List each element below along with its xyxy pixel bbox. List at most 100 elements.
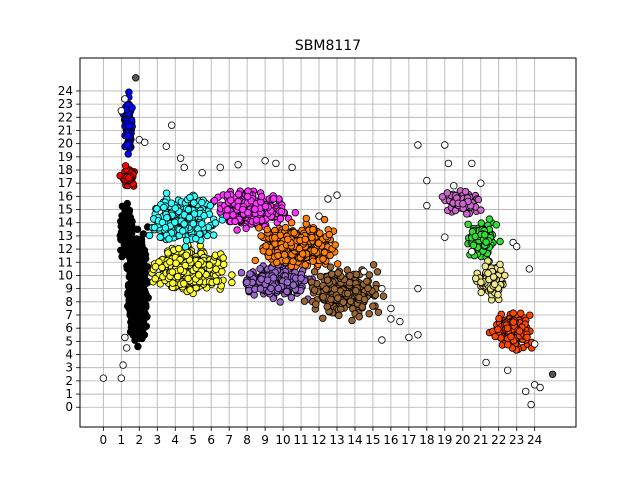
data-point <box>273 258 281 267</box>
data-point <box>271 234 279 242</box>
x-tick-label: 3 <box>153 433 161 447</box>
data-point <box>328 270 336 278</box>
data-point <box>301 261 309 269</box>
data-point <box>536 383 544 392</box>
data-point <box>269 195 278 203</box>
data-point <box>169 279 177 287</box>
data-point <box>180 279 188 288</box>
data-point <box>355 313 363 321</box>
data-point <box>246 270 254 278</box>
x-tick-label: 8 <box>243 433 251 447</box>
data-point <box>477 206 485 214</box>
y-tick-label: 16 <box>58 189 73 203</box>
data-point <box>194 260 203 269</box>
data-point <box>137 249 145 257</box>
data-point <box>423 176 431 185</box>
data-point <box>290 228 298 237</box>
data-point <box>161 224 170 232</box>
data-point <box>481 231 489 239</box>
data-point <box>176 266 185 274</box>
data-point <box>289 257 297 266</box>
data-point <box>319 314 327 322</box>
data-point <box>494 325 502 334</box>
data-point <box>145 231 154 240</box>
data-point <box>291 208 299 217</box>
data-point <box>319 293 327 301</box>
data-point <box>261 202 270 211</box>
data-point <box>414 284 422 293</box>
data-point <box>243 192 252 201</box>
data-point <box>477 219 485 227</box>
x-tick-label: 20 <box>455 433 470 447</box>
data-point <box>378 336 386 344</box>
data-point <box>463 210 471 218</box>
data-point <box>283 278 292 286</box>
data-point <box>464 220 472 228</box>
data-points <box>99 74 557 409</box>
data-point <box>130 289 138 298</box>
data-point <box>327 295 335 304</box>
data-point <box>132 334 140 342</box>
y-tick-label: 17 <box>58 176 73 190</box>
y-tick-label: 21 <box>58 123 73 137</box>
data-point <box>504 341 512 349</box>
y-tick-label: 15 <box>58 203 73 217</box>
data-point <box>312 300 320 308</box>
data-point <box>272 159 280 168</box>
data-point <box>358 303 366 311</box>
data-point <box>174 244 183 253</box>
data-point <box>127 234 136 243</box>
data-point <box>309 257 317 265</box>
data-point <box>283 287 291 296</box>
data-point <box>360 267 368 276</box>
data-point <box>263 225 271 234</box>
data-point <box>251 256 259 265</box>
data-point <box>276 298 284 306</box>
data-point <box>173 272 182 281</box>
data-point <box>494 291 502 299</box>
data-point <box>369 302 377 310</box>
x-tick-label: 6 <box>207 433 215 447</box>
data-point <box>267 284 275 292</box>
data-point <box>220 260 228 269</box>
data-point <box>423 201 431 210</box>
data-point <box>323 276 332 284</box>
data-point <box>310 268 319 276</box>
data-point <box>117 106 125 115</box>
data-point <box>477 278 485 286</box>
data-point <box>365 310 373 318</box>
data-point <box>222 212 231 220</box>
data-point <box>525 265 533 273</box>
data-point <box>133 276 141 285</box>
data-point <box>482 238 490 246</box>
data-point <box>223 191 232 199</box>
data-point <box>277 207 285 216</box>
data-point <box>274 251 282 260</box>
y-tick-label: 12 <box>58 242 73 256</box>
x-tick-label: 19 <box>437 433 452 447</box>
x-tick-label: 2 <box>135 433 143 447</box>
data-point <box>122 344 131 352</box>
data-point <box>346 297 355 305</box>
x-axis-ticks: 0 1 2 3 4 5 6 7 8 9 10 11 12 13 14 15 16 17 18 19 20 21 22 23 24 <box>100 427 542 447</box>
data-point <box>334 260 342 268</box>
data-point <box>181 243 190 251</box>
data-point <box>352 270 361 278</box>
data-point <box>228 271 236 279</box>
y-tick-label: 1 <box>65 387 73 401</box>
data-point <box>531 340 539 348</box>
data-point <box>210 196 219 205</box>
x-tick-label: 1 <box>118 433 126 447</box>
data-point <box>526 311 534 319</box>
data-point <box>176 154 185 162</box>
data-point <box>192 234 200 243</box>
data-point <box>162 142 170 150</box>
data-point <box>331 241 339 249</box>
data-point <box>251 205 259 213</box>
data-point <box>151 263 160 271</box>
data-point <box>262 242 270 250</box>
data-point <box>276 214 285 223</box>
data-point <box>184 205 193 214</box>
